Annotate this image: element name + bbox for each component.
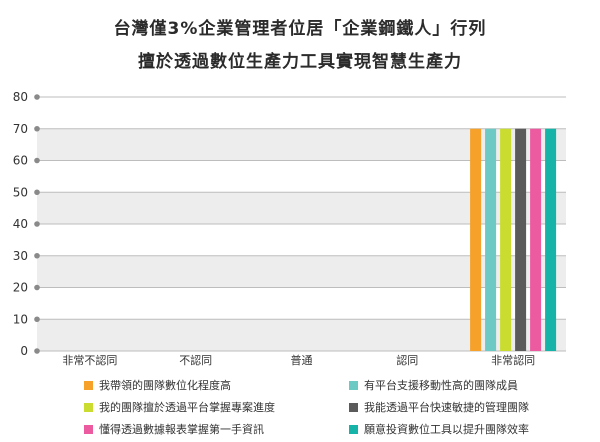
bar <box>515 128 527 351</box>
legend-item: 我能透過平台快速敏捷的管理團隊 <box>349 399 584 415</box>
y-tick-marker <box>34 221 40 227</box>
legend-swatch <box>349 380 358 390</box>
legend-label: 我能透過平台快速敏捷的管理團隊 <box>364 401 529 414</box>
bar <box>545 128 557 351</box>
y-tick-label: 80 <box>13 90 28 104</box>
legend-swatch <box>349 424 358 434</box>
legend-swatch <box>84 402 93 412</box>
legend-item: 我帶領的團隊數位化程度高 <box>84 377 349 393</box>
chart-legend: 我帶領的團隊數位化程度高 有平台支援移動性高的團隊成員我的團隊擅於透過平台掌握專案… <box>84 377 584 437</box>
y-tick-marker <box>34 94 40 100</box>
y-tick-label: 30 <box>13 249 28 263</box>
y-tick-marker <box>34 348 40 354</box>
y-tick-marker <box>34 189 40 196</box>
y-tick-label: 50 <box>13 185 28 199</box>
y-tick-label: 10 <box>13 312 28 326</box>
chart-title-line-2: 擅於透過數位生產力工具實現智慧生產力 <box>138 52 462 72</box>
y-tick-label: 40 <box>13 217 28 231</box>
y-tick-marker <box>34 125 40 132</box>
legend-swatch <box>84 424 93 434</box>
chart-title-line-1: 台灣僅3%企業管理者位居「企業鋼鐵人」行列 <box>113 19 487 39</box>
y-tick-marker <box>34 316 40 323</box>
legend-item: 願意投資數位工具以提升團隊效率 <box>349 421 584 437</box>
legend-item: 懂得透過數據報表掌握第一手資訊 <box>84 421 349 437</box>
legend-label: 願意投資數位工具以提升團隊效率 <box>364 423 529 436</box>
legend-item: 有平台支援移動性高的團隊成員 <box>349 377 584 393</box>
legend-label: 懂得透過數據報表掌握第一手資訊 <box>99 423 264 436</box>
y-tick-marker <box>34 157 40 164</box>
y-tick-marker <box>34 252 40 259</box>
bar <box>500 128 512 351</box>
y-tick-marker <box>34 284 40 291</box>
legend-swatch <box>349 402 358 412</box>
y-tick-label: 60 <box>13 154 28 168</box>
y-tick-label: 70 <box>13 122 28 136</box>
legend-item: 我的團隊擅於透過平台掌握專案進度 <box>84 399 349 415</box>
legend-swatch <box>84 380 93 390</box>
bar <box>530 128 542 351</box>
x-tick-label: 認同 <box>396 353 418 367</box>
legend-label: 我的團隊擅於透過平台掌握專案進度 <box>99 401 275 414</box>
bar <box>485 128 497 351</box>
x-tick-label: 非常不認同 <box>62 353 117 367</box>
legend-label: 有平台支援移動性高的團隊成員 <box>364 379 518 392</box>
x-tick-label: 普通 <box>291 353 313 367</box>
y-tick-label: 20 <box>13 281 28 295</box>
y-tick-label: 0 <box>20 344 28 358</box>
x-tick-label: 不認同 <box>179 353 212 367</box>
bar <box>470 128 482 351</box>
legend-label: 我帶領的團隊數位化程度高 <box>99 379 231 392</box>
x-tick-label: 非常認同 <box>491 353 535 367</box>
